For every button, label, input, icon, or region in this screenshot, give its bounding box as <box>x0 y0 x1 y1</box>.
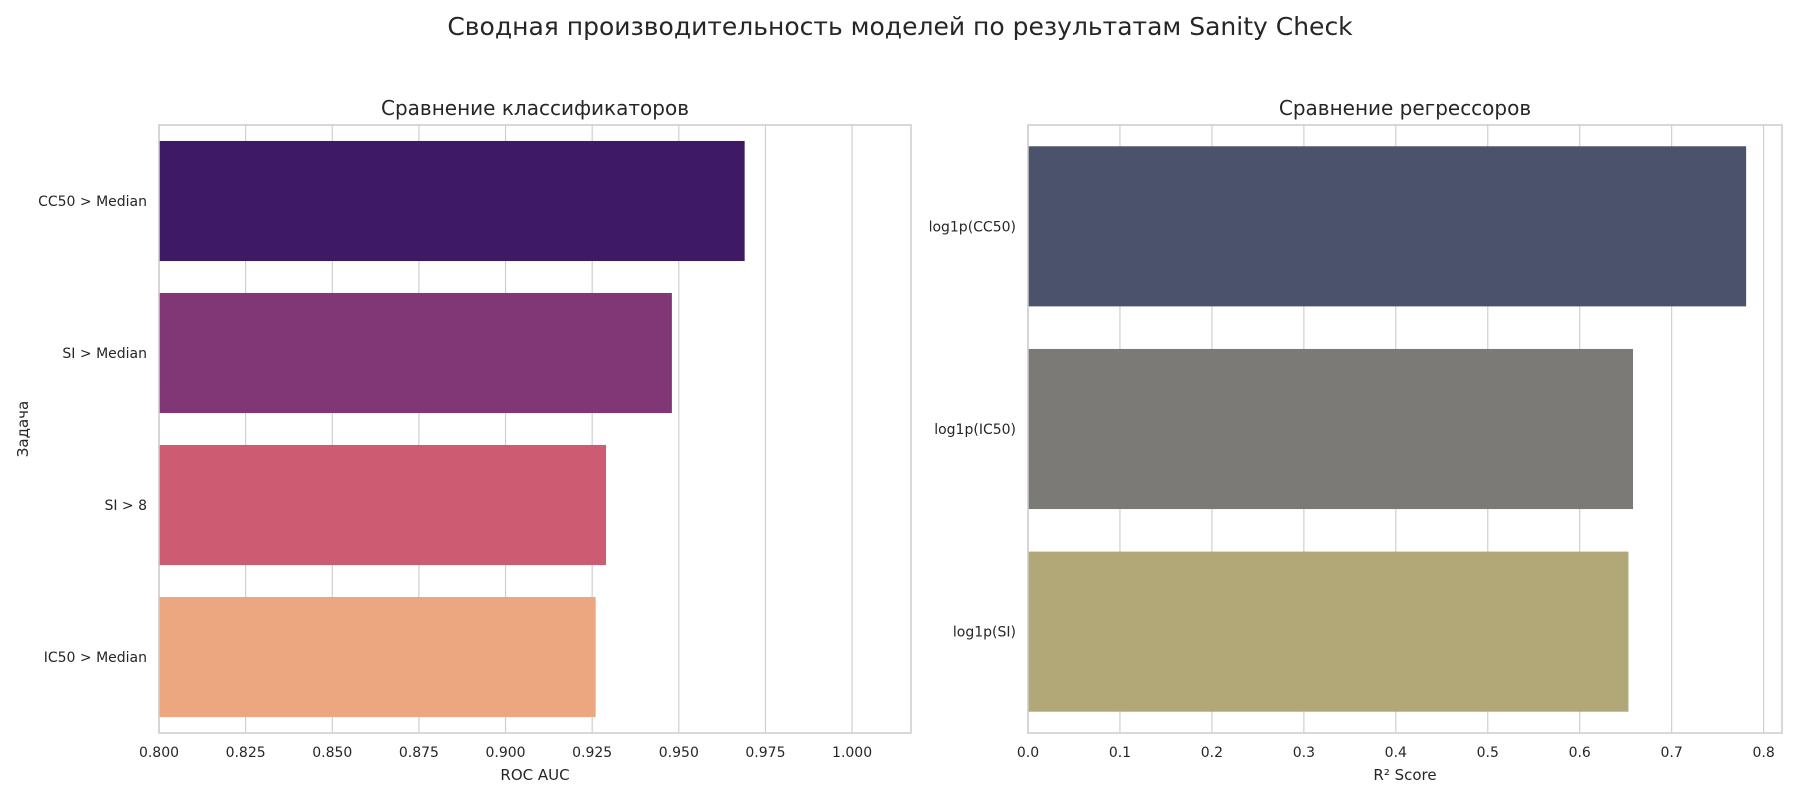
classifier-category-label-1: SI > Median <box>62 346 147 362</box>
regressor-xlabel: R² Score <box>1373 766 1436 784</box>
classifier-xtick-label-0: 0.800 <box>139 745 179 761</box>
regressor-category-label-1: log1p(IC50) <box>934 422 1016 438</box>
classifier-xtick-label-1: 0.825 <box>226 745 266 761</box>
regressor-xtick-label-7: 0.7 <box>1661 745 1683 761</box>
classifier-xtick-label-6: 0.950 <box>659 745 699 761</box>
classifier-ylabel: Задача <box>14 401 32 457</box>
classifier-bar-2 <box>159 444 607 566</box>
regressor-axes-frame <box>1027 124 1783 734</box>
regressor-xtick-label-6: 0.6 <box>1569 745 1591 761</box>
classifier-category-label-0: CC50 > Median <box>38 194 147 210</box>
regressor-comparison-chart: log1p(CC50) log1p(IC50) log1p(SI) 0.0 0.1 0.2… <box>929 96 1783 784</box>
classifier-comparison-chart: CC50 > Median SI > Median SI > 8 IC50 > Med… <box>14 96 912 784</box>
regressor-xtick-label-5: 0.5 <box>1477 745 1499 761</box>
figure-suptitle: Сводная производительность моделей по ре… <box>447 12 1353 41</box>
classifier-bar-3 <box>159 596 596 718</box>
classifier-xtick-label-3: 0.875 <box>399 745 439 761</box>
regressor-title: Сравнение регрессоров <box>1279 96 1531 120</box>
regressor-xtick-label-0: 0.0 <box>1017 745 1039 761</box>
classifier-xlabel: ROC AUC <box>500 766 569 784</box>
classifier-bar-1 <box>159 292 672 414</box>
classifier-bar-0 <box>159 140 745 262</box>
classifier-category-label-2: SI > 8 <box>104 498 147 514</box>
regressor-bar-0 <box>1028 146 1747 307</box>
regressor-xtick-label-8: 0.8 <box>1752 745 1774 761</box>
classifier-xtick-label-5: 0.925 <box>572 745 612 761</box>
classifier-category-label-3: IC50 > Median <box>44 650 147 666</box>
classifier-axes-frame <box>158 124 912 734</box>
classifier-xtick-label-8: 1.000 <box>832 745 872 761</box>
regressor-bar-2 <box>1028 551 1629 712</box>
regressor-xtick-label-3: 0.3 <box>1293 745 1315 761</box>
regressor-bar-1 <box>1028 348 1634 510</box>
regressor-category-label-2: log1p(SI) <box>953 625 1016 641</box>
classifier-xtick-label-7: 0.975 <box>745 745 785 761</box>
regressor-xtick-label-2: 0.2 <box>1201 745 1223 761</box>
regressor-xtick-label-1: 0.1 <box>1109 745 1131 761</box>
regressor-xtick-label-4: 0.4 <box>1385 745 1407 761</box>
classifier-xtick-label-4: 0.900 <box>485 745 525 761</box>
classifier-title: Сравнение классификаторов <box>381 96 689 120</box>
classifier-xtick-label-2: 0.850 <box>312 745 352 761</box>
regressor-category-label-0: log1p(CC50) <box>929 219 1016 235</box>
